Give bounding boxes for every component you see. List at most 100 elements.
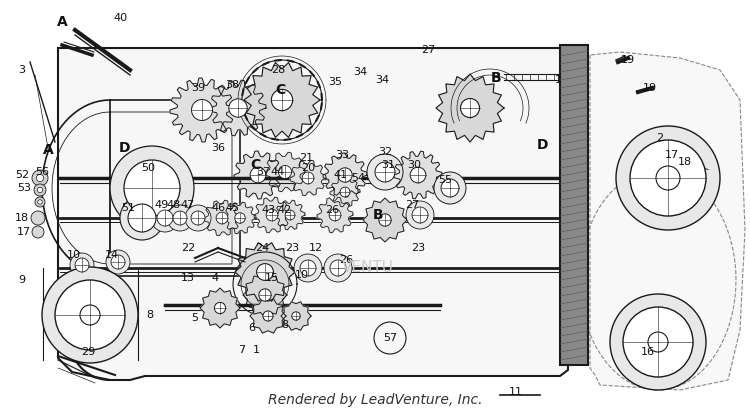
Circle shape xyxy=(623,307,693,377)
Text: 6: 6 xyxy=(248,323,256,333)
Text: 2: 2 xyxy=(656,133,664,143)
Text: 42: 42 xyxy=(278,205,292,215)
Text: 5: 5 xyxy=(191,313,199,323)
Text: 45: 45 xyxy=(225,203,239,213)
Text: 3: 3 xyxy=(19,65,26,75)
Circle shape xyxy=(338,168,352,182)
Circle shape xyxy=(42,267,138,363)
Circle shape xyxy=(38,187,43,193)
Circle shape xyxy=(648,332,668,352)
Circle shape xyxy=(38,200,42,204)
Text: 20: 20 xyxy=(301,163,315,173)
Circle shape xyxy=(259,289,272,301)
Circle shape xyxy=(173,211,187,225)
Polygon shape xyxy=(210,80,266,136)
Text: B: B xyxy=(490,71,501,85)
Circle shape xyxy=(294,254,322,282)
Text: 38: 38 xyxy=(225,80,239,90)
Text: 1: 1 xyxy=(253,345,260,355)
Circle shape xyxy=(292,312,300,320)
Circle shape xyxy=(72,297,108,333)
Text: 12: 12 xyxy=(309,243,323,253)
Text: A: A xyxy=(43,143,53,157)
Text: Rendered by LeadVenture, Inc.: Rendered by LeadVenture, Inc. xyxy=(268,393,482,407)
Text: C: C xyxy=(274,83,285,97)
Circle shape xyxy=(266,209,278,221)
Text: 28: 28 xyxy=(271,65,285,75)
Text: 27: 27 xyxy=(421,45,435,55)
Circle shape xyxy=(460,99,479,117)
Text: D: D xyxy=(119,141,130,155)
Circle shape xyxy=(300,260,316,276)
Text: 9: 9 xyxy=(19,275,26,285)
Text: 23: 23 xyxy=(285,243,299,253)
Circle shape xyxy=(191,99,212,121)
Circle shape xyxy=(34,184,46,196)
Text: 18: 18 xyxy=(15,213,29,223)
Text: 16: 16 xyxy=(641,347,655,357)
Text: 32: 32 xyxy=(378,147,392,157)
Circle shape xyxy=(285,210,295,220)
Text: 15: 15 xyxy=(265,273,279,283)
Circle shape xyxy=(367,154,403,190)
Polygon shape xyxy=(281,302,311,330)
Text: 33: 33 xyxy=(335,150,349,160)
Circle shape xyxy=(55,280,125,350)
Circle shape xyxy=(406,201,434,229)
Polygon shape xyxy=(394,151,442,199)
Circle shape xyxy=(330,260,346,276)
Polygon shape xyxy=(265,152,305,192)
Polygon shape xyxy=(200,288,240,328)
Polygon shape xyxy=(590,52,745,390)
Text: 46: 46 xyxy=(211,203,225,213)
Circle shape xyxy=(75,258,89,272)
Circle shape xyxy=(329,209,341,221)
Circle shape xyxy=(70,253,94,277)
Text: 37: 37 xyxy=(256,167,270,177)
Circle shape xyxy=(610,294,706,390)
Circle shape xyxy=(111,255,125,269)
Circle shape xyxy=(32,170,48,186)
Text: 19: 19 xyxy=(643,83,657,93)
Text: 19: 19 xyxy=(621,55,635,65)
Text: 30: 30 xyxy=(407,160,421,170)
Text: C: C xyxy=(250,158,260,172)
Circle shape xyxy=(656,166,680,190)
Text: 26: 26 xyxy=(325,205,339,215)
Text: D: D xyxy=(536,138,548,152)
Polygon shape xyxy=(330,177,360,207)
Text: 27: 27 xyxy=(405,200,419,210)
Polygon shape xyxy=(323,153,367,197)
Text: 17: 17 xyxy=(17,227,31,237)
Polygon shape xyxy=(224,202,256,234)
Circle shape xyxy=(302,172,314,184)
Text: 47: 47 xyxy=(181,200,195,210)
Text: 29: 29 xyxy=(81,347,95,357)
Text: 56: 56 xyxy=(35,167,49,177)
Circle shape xyxy=(157,210,173,226)
Text: VENTU: VENTU xyxy=(342,260,394,275)
Polygon shape xyxy=(317,197,353,233)
Text: 54: 54 xyxy=(351,173,365,183)
Circle shape xyxy=(340,187,350,197)
Circle shape xyxy=(35,197,45,207)
Circle shape xyxy=(648,158,688,198)
Polygon shape xyxy=(250,299,286,333)
Text: 8: 8 xyxy=(146,310,154,320)
Text: 44: 44 xyxy=(271,167,285,177)
Polygon shape xyxy=(363,198,407,242)
Circle shape xyxy=(263,311,273,321)
Circle shape xyxy=(191,211,205,225)
Circle shape xyxy=(379,214,392,226)
Circle shape xyxy=(120,196,164,240)
Circle shape xyxy=(640,324,676,360)
Text: 51: 51 xyxy=(121,203,135,213)
Text: 22: 22 xyxy=(181,243,195,253)
Polygon shape xyxy=(254,197,290,233)
Text: 49: 49 xyxy=(154,200,170,210)
Text: 34: 34 xyxy=(353,67,367,77)
Circle shape xyxy=(185,205,211,231)
Text: 43: 43 xyxy=(261,205,275,215)
Circle shape xyxy=(106,250,130,274)
Text: A: A xyxy=(57,15,68,29)
